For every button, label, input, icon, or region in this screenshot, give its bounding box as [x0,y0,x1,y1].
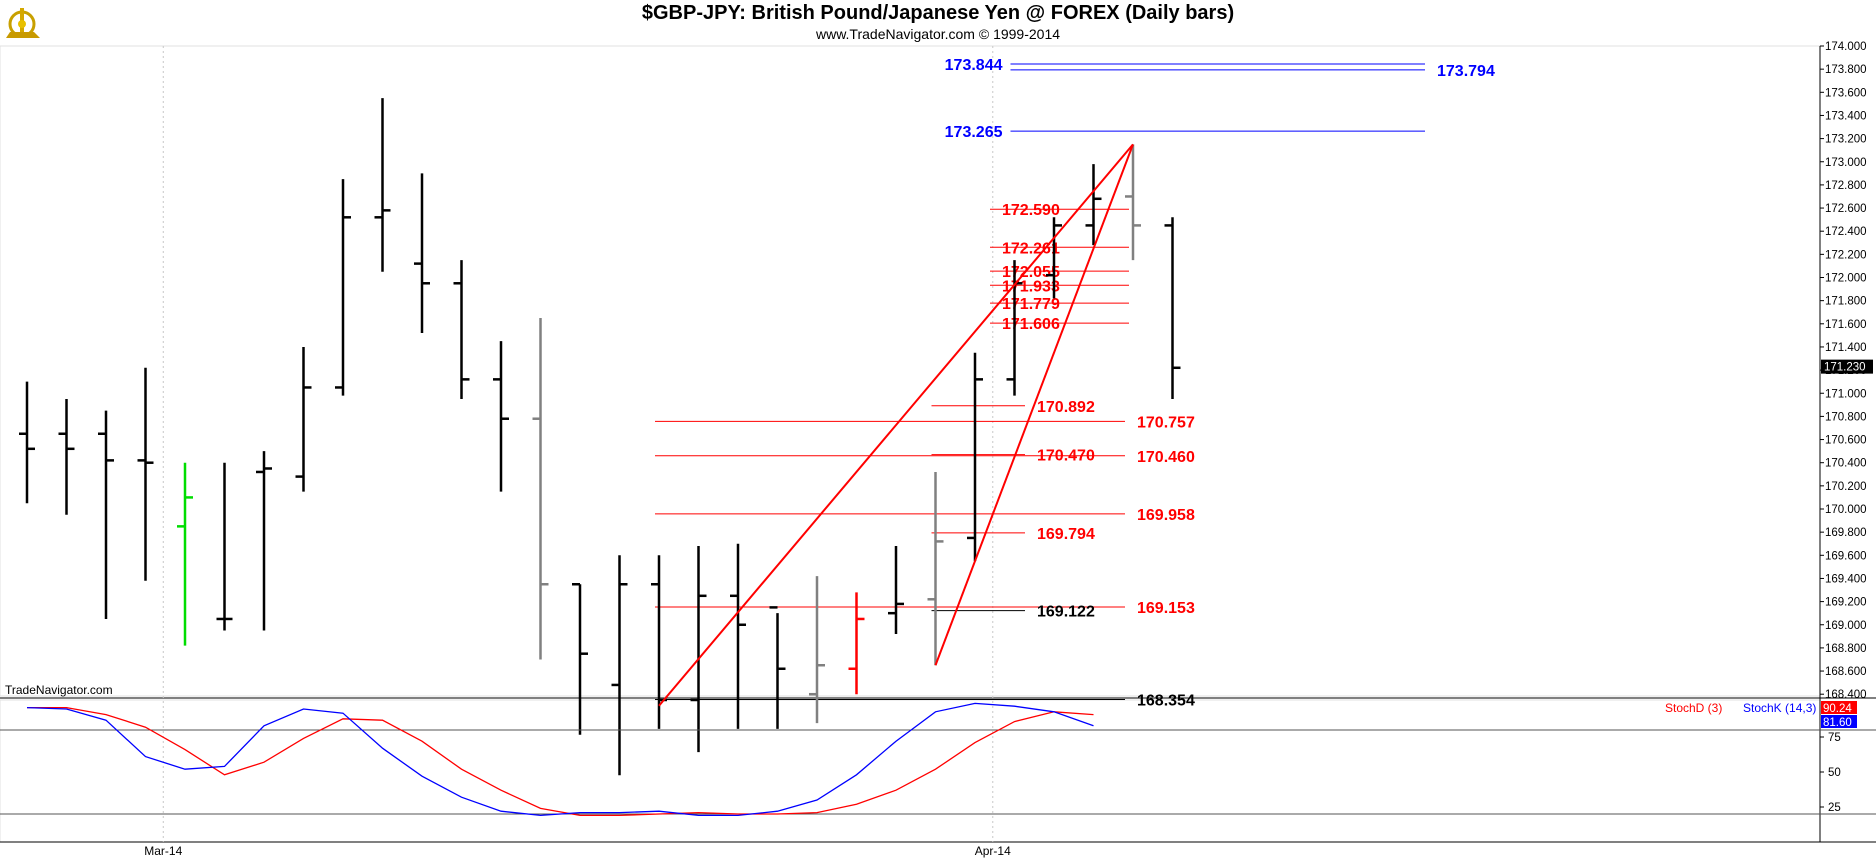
level-label: 172.261 [1002,240,1060,257]
stoch-tick-label: 50 [1828,767,1841,779]
level-label: 171.606 [1002,316,1060,333]
level-label: 169.794 [1037,526,1095,543]
chart-title: $GBP-JPY: British Pound/Japanese Yen @ F… [641,2,1235,24]
chart-subtitle: www.TradeNavigator.com © 1999-2014 [815,26,1061,42]
price-bars-layer [19,98,1181,776]
last-price-box [1821,359,1873,374]
price-tick-label: 173.400 [1825,110,1867,122]
price-tick-label: 170.400 [1825,458,1867,470]
chart-header: $GBP-JPY: British Pound/Japanese Yen @ F… [0,0,1876,46]
price-tick-label: 173.600 [1825,87,1867,99]
price-tick-label: 169.400 [1825,573,1867,585]
level-label: 170.757 [1137,414,1195,431]
price-tick-label: 168.800 [1825,643,1867,655]
stoch-legend-d: StochD (3) [1665,701,1722,715]
price-tick-label: 170.200 [1825,481,1867,493]
price-tick-label: 171.600 [1825,319,1867,331]
price-tick-label: 170.600 [1825,435,1867,447]
trendlines-layer [658,143,1134,707]
price-panel-bg [0,45,1821,697]
price-tick-label: 174.000 [1825,41,1867,53]
level-label: 168.354 [1137,693,1195,710]
price-tick-label: 172.000 [1825,273,1867,285]
price-tick-label: 169.800 [1825,527,1867,539]
level-label: 169.958 [1137,507,1195,524]
stoch-k-value-box [1821,715,1857,728]
level-label: 173.265 [945,124,1003,141]
price-tick-label: 172.600 [1825,203,1867,215]
price-tick-label: 169.600 [1825,550,1867,562]
price-tick-label: 169.000 [1825,620,1867,632]
stoch-tick-label: 75 [1828,732,1841,744]
price-tick-label: 168.600 [1825,666,1867,678]
price-tick-label: 171.800 [1825,296,1867,308]
price-axis: 174.000 173.800 173.600 173.400 173.200 173.0… [1820,41,1873,701]
stoch-d-value-box [1821,701,1857,714]
stoch-series-line [27,706,1094,817]
level-label: 170.892 [1037,399,1095,416]
level-label: 171.779 [1002,296,1060,313]
trendline [658,143,1134,707]
stoch-tick-label: 25 [1828,802,1841,814]
price-tick-label: 171.400 [1825,342,1867,354]
date-tick-label: Mar-14 [144,844,182,858]
price-tick-label: 173.800 [1825,64,1867,76]
trendline [934,144,1134,666]
level-label: 169.153 [1137,600,1195,617]
stochastic-panel: 75 50 25 StochD (3) StochK (14,3) 90.24 81.60 [0,701,1876,817]
level-label: 173.844 [945,57,1003,74]
stoch-d-value: 90.24 [1823,703,1852,715]
stoch-k-value: 81.60 [1823,717,1852,729]
level-label: 172.055 [1002,264,1060,281]
level-label: 169.122 [1037,604,1095,621]
date-axis: Mar-14 Apr-14 [144,844,1011,858]
price-tick-label: 170.000 [1825,504,1867,516]
trade-navigator-logo-icon [4,2,44,42]
watermark-text: TradeNavigator.com [5,683,113,697]
price-tick-label: 172.800 [1825,180,1867,192]
price-tick-label: 172.400 [1825,226,1867,238]
price-tick-label: 170.800 [1825,411,1867,423]
stoch-series-line [26,702,1094,817]
stoch-legend-k: StochK (14,3) [1743,701,1816,715]
price-tick-label: 169.200 [1825,597,1867,609]
levels-layer: 173.844 173.794 173.265 172.590 172.261 172.0… [655,57,1495,710]
last-price-label: 171.230 [1824,362,1866,374]
grid-layer [0,45,1876,843]
price-tick-label: 172.200 [1825,249,1867,261]
level-label: 171.933 [1002,278,1060,295]
date-tick-label: Apr-14 [975,844,1011,858]
price-tick-label: 168.400 [1825,689,1867,701]
level-label: 173.794 [1437,63,1495,80]
price-tick-label: 173.000 [1825,157,1867,169]
price-tick-label: 173.200 [1825,134,1867,146]
stoch-panel-bg [0,699,1821,843]
level-label: 170.460 [1137,449,1195,466]
level-label: 172.590 [1002,202,1060,219]
price-tick-label: 171.000 [1825,388,1867,400]
